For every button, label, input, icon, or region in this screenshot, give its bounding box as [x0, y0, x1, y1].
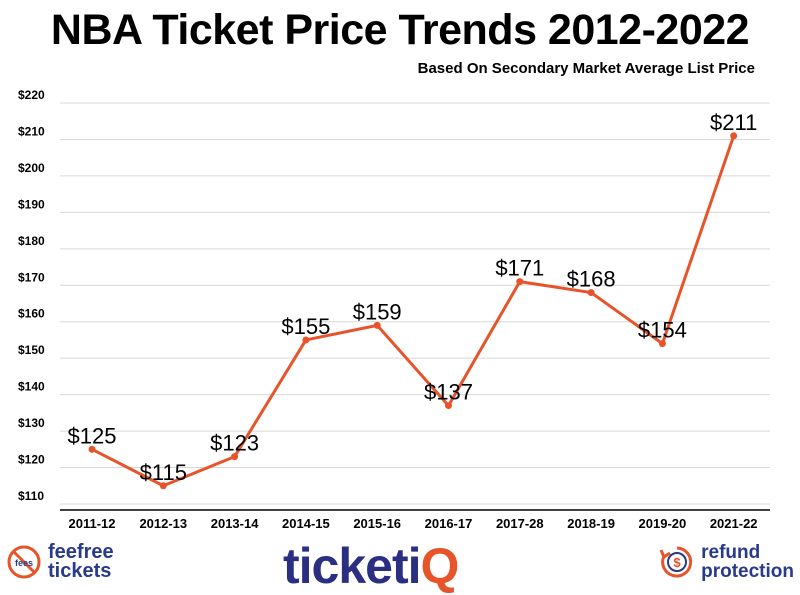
x-tick-label: 2017-28 — [496, 516, 544, 531]
x-tick-label: 2015-16 — [353, 516, 401, 531]
series-line — [91, 135, 736, 488]
ticketiq-logo[interactable]: ticketi Q — [283, 537, 460, 595]
y-tick-label: $160 — [18, 307, 45, 321]
y-tick-label: $130 — [18, 416, 45, 430]
x-tick-label: 2013-14 — [211, 516, 259, 531]
feefree-line1: feefree — [48, 541, 114, 563]
data-point — [445, 402, 452, 410]
footer: fees feefree tickets ticketi Q $ refund p… — [0, 535, 800, 594]
y-tick-label: $200 — [18, 161, 45, 175]
data-point — [373, 321, 381, 329]
x-tick-label: 2016-17 — [425, 516, 473, 531]
refund-icon: $ — [659, 546, 693, 578]
data-point — [730, 132, 738, 140]
y-tick-label: $120 — [18, 453, 45, 467]
data-point — [658, 340, 666, 348]
y-tick-label: $150 — [18, 343, 45, 357]
refund-line1: refund — [701, 542, 761, 563]
y-tick-label: $170 — [18, 270, 45, 284]
data-label: $211 — [710, 110, 757, 135]
badge-text: fees — [15, 558, 33, 568]
data-point — [516, 278, 524, 286]
feefree-line2: tickets — [48, 560, 112, 582]
chart-title: NBA Ticket Price Trends 2012-2022 — [50, 6, 750, 54]
no-fees-icon: fees — [7, 545, 41, 579]
chart-subtitle: Based On Secondary Market Average List P… — [417, 60, 755, 77]
x-tick-label: 2011-12 — [69, 516, 116, 531]
line-chart: $110 $120 $130 $140 $150 $160 $170 $180 $190 $200… — [18, 88, 770, 531]
refund-protection-logo[interactable]: $ refund protection — [659, 543, 794, 581]
data-label: $154 — [638, 318, 687, 343]
y-tick-label: $110 — [18, 489, 44, 503]
data-label: $125 — [68, 423, 117, 448]
refund-line2: protection — [701, 561, 794, 582]
data-label: $155 — [281, 314, 330, 339]
data-label: $123 — [210, 431, 259, 456]
x-tick-label: 2021-22 — [710, 516, 758, 531]
y-tick-label: $220 — [18, 88, 45, 102]
ticketiq-q: Q — [420, 538, 460, 594]
y-tick-label: $140 — [18, 380, 45, 394]
data-point — [302, 336, 310, 344]
data-label: $159 — [353, 299, 402, 324]
y-tick-label: $190 — [18, 197, 45, 211]
x-tick-label: 2014-15 — [282, 516, 330, 531]
data-point — [231, 453, 239, 461]
dollar-glyph: $ — [673, 555, 681, 570]
y-tick-label: $180 — [18, 234, 45, 248]
y-tick-label: $210 — [18, 124, 45, 138]
data-label: $115 — [140, 460, 187, 485]
data-label: $168 — [567, 267, 616, 292]
x-tick-label: 2012-13 — [139, 516, 187, 531]
data-label: $137 — [424, 380, 473, 405]
x-tick-label: 2018-19 — [567, 516, 615, 531]
data-point — [159, 482, 167, 490]
x-tick-label: 2019-20 — [639, 516, 687, 531]
ticketiq-text: ticketi — [283, 538, 422, 594]
data-point — [587, 289, 595, 297]
data-label: $171 — [495, 256, 544, 281]
feefree-tickets-logo[interactable]: fees feefree tickets — [6, 541, 114, 582]
data-point — [88, 445, 96, 453]
